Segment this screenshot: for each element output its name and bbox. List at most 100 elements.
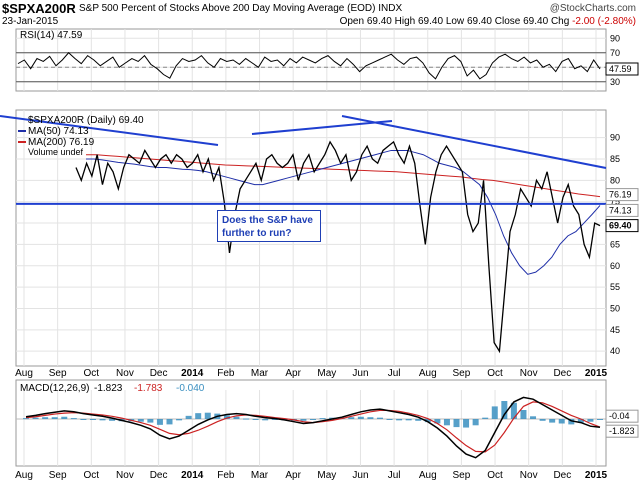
rsi-value-box: [605, 62, 639, 76]
x-tick-label-main: Aug: [15, 368, 33, 379]
x-tick-label-macd: Aug: [419, 470, 437, 481]
macd-histogram-bar: [396, 419, 403, 421]
x-tick-label-macd: Dec: [553, 470, 571, 481]
macd-histogram-bar: [472, 419, 479, 426]
x-tick-label-main: 2015: [585, 368, 608, 379]
macd-value-box: [605, 409, 639, 423]
rsi-value-label: 47.59: [609, 64, 632, 74]
x-tick-label-main: 2014: [181, 368, 204, 379]
x-tick-label-macd: Nov: [116, 470, 134, 481]
macd-histogram-bar: [530, 416, 537, 419]
macd-histogram-bar: [195, 413, 202, 419]
macd-histogram-bar: [271, 419, 278, 420]
x-tick-label-main: Jun: [352, 368, 368, 379]
macd-histogram-bar: [348, 417, 355, 419]
macd-histogram-bar: [587, 419, 594, 422]
main-value-label: 74.13: [609, 205, 632, 215]
macd-histogram-bar: [233, 416, 240, 419]
macd-histogram-bar: [482, 417, 489, 419]
x-tick-label-main: May: [317, 368, 336, 379]
x-tick-label-macd: Mar: [251, 470, 269, 481]
macd-histogram-bar: [61, 416, 68, 419]
macd-histogram-bar: [147, 419, 154, 423]
x-tick-label-macd: Jun: [352, 470, 368, 481]
x-tick-label-macd: Oct: [487, 470, 503, 481]
x-tick-label-macd: Oct: [84, 470, 100, 481]
macd-legend-name: MACD(12,26,9): [20, 383, 89, 394]
rsi-tick-label: 70: [610, 48, 620, 58]
close-label: Close: [494, 16, 521, 27]
main-value-box: [605, 219, 639, 233]
x-tick-label-macd: Nov: [520, 470, 538, 481]
ma200-series-line: [86, 154, 601, 198]
x-tick-label-main: Dec: [150, 368, 168, 379]
close-value: 69.40: [523, 16, 549, 27]
macd-histogram-bar: [405, 419, 412, 421]
hist-legend-value: -0.040: [176, 383, 205, 394]
open-value: 69.40: [366, 16, 392, 27]
main-tick-label: 50: [610, 303, 620, 313]
main-tick-label: 90: [610, 133, 620, 143]
macd-histogram-bar: [453, 419, 460, 428]
macd-histogram-bar: [252, 419, 259, 420]
main-tick-label: 40: [610, 346, 620, 356]
main-tick-label: 60: [610, 261, 620, 271]
open-label: Open: [339, 16, 365, 27]
main-tick-label: 45: [610, 325, 620, 335]
macd-histogram-bar: [424, 419, 431, 423]
x-tick-label-macd: Sep: [49, 470, 67, 481]
macd-histogram-bar: [176, 419, 183, 421]
chg-label: Chg: [550, 16, 570, 27]
x-tick-label-main: Sep: [453, 368, 471, 379]
macd-line: [25, 396, 601, 459]
main-tick-label: 65: [610, 239, 620, 249]
brand-label[interactable]: @StockCharts.com: [549, 3, 636, 14]
macd-histogram-bar: [577, 419, 584, 423]
x-tick-label-macd: May: [317, 470, 336, 481]
rsi-series-line: [17, 52, 601, 80]
macd-histogram-bar: [415, 419, 422, 421]
x-tick-label-macd: Aug: [15, 470, 33, 481]
x-tick-label-main: Apr: [285, 368, 301, 379]
signal-legend-value: -1.783: [134, 383, 163, 394]
upper-downtrend-line-left: [0, 115, 219, 146]
macd-histogram-bar: [558, 419, 565, 424]
macd-histogram-bar: [204, 412, 211, 419]
chg-value: -2.00 (-2.80%): [572, 16, 636, 27]
main-layer: [0, 115, 607, 354]
macd-histogram-bar: [520, 410, 527, 419]
high-value: 69.40: [418, 16, 444, 27]
macd-histogram-bar: [223, 415, 230, 419]
volume-legend: Volume undef: [28, 147, 84, 157]
main-tick-label: 80: [610, 175, 620, 185]
axis-labels: Aug Aug Sep Sep Oct Oct Nov Nov Dec Dec 2014 2014 Fe…: [15, 33, 639, 481]
macd-histogram-bar: [501, 401, 508, 419]
x-tick-label-macd: 2014: [181, 470, 204, 481]
x-tick-label-macd: Sep: [453, 470, 471, 481]
macd-value-label: -0.04: [609, 411, 630, 421]
x-tick-label-main: Mar: [251, 368, 269, 379]
macd-histogram-bar: [491, 406, 498, 419]
macd-histogram-bar: [166, 419, 173, 425]
macd-histogram-bar: [23, 418, 29, 420]
macd-histogram-bar: [243, 418, 250, 420]
rsi-tick-label: 90: [610, 33, 620, 43]
high-label: High: [394, 16, 416, 27]
macd-histogram-bar: [99, 419, 106, 421]
macd-histogram-bar: [300, 419, 307, 421]
x-tick-label-macd: Jul: [388, 470, 401, 481]
x-tick-label-main: Dec: [553, 368, 571, 379]
x-tick-label-macd: Dec: [150, 470, 168, 481]
macd-histogram-bar: [109, 419, 116, 421]
chart-description: S&P 500 Percent of Stocks Above 200 Day …: [79, 3, 403, 14]
main-tick-label: 85: [610, 154, 620, 164]
macd-histogram-bar: [434, 419, 441, 424]
x-tick-label-macd: Apr: [285, 470, 301, 481]
macd-histogram-bar: [463, 419, 470, 428]
x-tick-label-macd: Feb: [217, 470, 235, 481]
macd-histogram-bar: [568, 419, 575, 425]
rsi-layer: [16, 52, 606, 83]
downtrend-line-right: [341, 115, 607, 169]
macd-histogram-bar: [262, 419, 269, 421]
x-tick-label-macd: 2015: [585, 470, 608, 481]
